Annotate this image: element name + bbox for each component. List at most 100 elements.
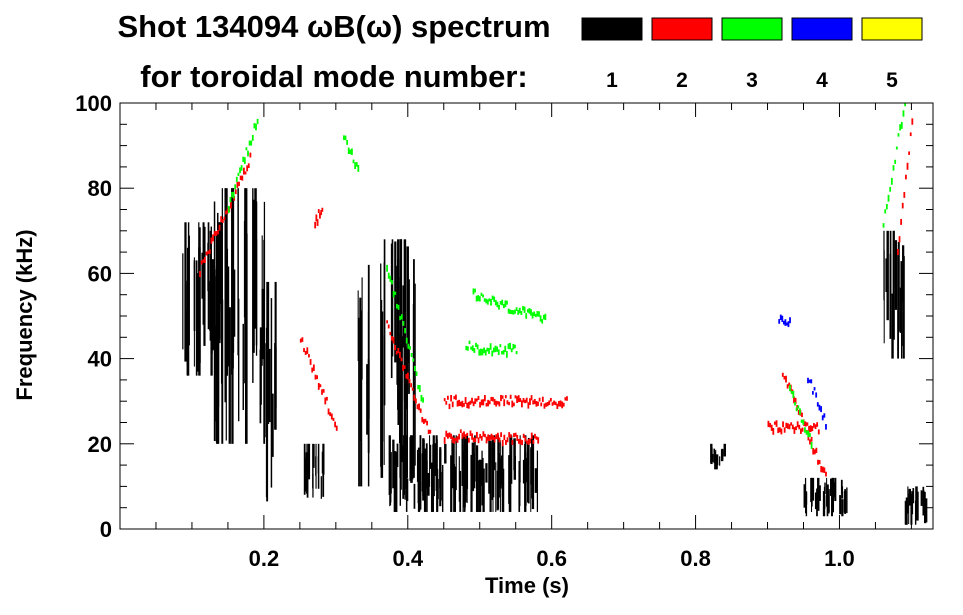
mode-1-stroke [392,439,395,489]
mode-2-streak [495,400,498,407]
mode-3-streak [894,159,897,164]
mode-3-streak [392,290,395,298]
mode-3-streak [410,353,413,358]
mode-3-streak [512,310,515,315]
mode-2-streak [529,398,531,405]
mode-1-stroke [510,435,513,484]
mode-2-streak [208,249,211,254]
mode-2-streak [455,437,457,442]
mode-2-streak [786,384,789,389]
mode-2-streak [551,402,554,406]
mode-3-streak [804,427,806,433]
mode-3-streak [884,209,887,214]
mode-2-streak [484,433,486,438]
mode-4-streak [816,402,819,407]
mode-1-stroke [231,293,233,364]
mode-3-streak [470,346,473,350]
mode-1-stroke [824,482,826,495]
mode-2-streak [225,210,227,215]
mode-2-streak [492,435,494,441]
mode-3-streak [892,165,895,171]
mode-3-streak [491,350,494,357]
mode-2-streak [239,175,242,180]
mode-1-stroke [320,476,322,499]
mode-2-streak [493,436,496,443]
mode-4-streak [813,387,816,391]
mode-1-stroke [844,489,847,514]
mode-3-streak [227,205,230,213]
mode-1-stroke [429,435,431,487]
mode-3-streak [897,133,900,137]
mode-1-stroke [816,488,818,517]
mode-2-streak [559,400,562,407]
mode-3-streak [496,301,499,308]
mode-3-streak [351,148,353,155]
mode-1-stroke [488,435,491,494]
mode-2-streak [898,236,901,243]
mode-3-streak [471,345,474,352]
mode-2-streak [498,437,501,443]
mode-1-stroke [893,230,895,287]
mode-1-stroke [417,447,420,512]
mode-1-stroke [536,450,539,512]
mode-1-stroke [246,233,248,444]
mode-1-stroke [237,188,239,356]
mode-2-streak [403,365,406,369]
mode-1-stroke [394,241,397,363]
mode-1-stroke [270,298,273,488]
mode-2-streak [234,189,237,195]
mode-1-stroke [359,321,361,487]
mode-1-stroke [263,201,266,343]
mode-2-streak [241,175,244,181]
mode-2-streak [814,424,817,430]
mode-1-stroke [393,450,396,512]
mode-3-streak [486,299,489,305]
mode-3-streak [422,397,424,403]
mode-2-streak [535,401,538,407]
mode-2-streak [402,365,404,371]
legend-label: 2 [676,69,688,92]
mode-2-streak [244,171,247,175]
mode-2-streak [411,387,414,391]
mode-2-streak [554,401,557,406]
mode-2-streak [218,224,221,231]
y-tick-label: 0 [100,517,112,542]
mode-2-streak [774,421,776,425]
mode-2-streak [901,202,904,209]
mode-1-stroke [421,453,424,492]
mode-1-stroke [833,482,836,498]
mode-2-streak [794,397,797,404]
mode-2-streak [545,402,547,407]
mode-2-streak [812,448,815,455]
mode-1-stroke [414,283,416,466]
mode-3-streak [504,300,507,308]
mode-2-streak [535,436,538,440]
mode-1-stroke [399,283,401,478]
mode-1-stroke [897,249,900,359]
mode-1-stroke [408,279,410,394]
mode-2-streak [825,471,827,477]
mode-2-streak [480,399,483,406]
mode-1-stroke [396,265,399,385]
mode-3-streak [501,351,503,355]
mode-4-streak [825,424,827,430]
mode-2-streak [450,433,453,440]
mode-2-streak [455,394,457,400]
mode-2-streak [538,397,541,402]
mode-1-stroke [303,443,306,495]
mode-1-stroke [908,488,912,506]
mode-1-stroke [810,477,813,513]
mode-4-streak [784,319,787,326]
mode-2-streak [445,401,448,405]
x-tick-label: 0.8 [680,546,711,571]
legend-label: 1 [606,69,618,92]
mode-1-stroke [357,290,359,361]
mode-2-streak [335,425,338,431]
mode-4-streak [820,406,822,413]
mode-2-streak [391,335,393,341]
mode-1-stroke [907,486,909,514]
mode-1-stroke [458,456,460,502]
mode-2-streak [406,372,409,380]
mode-3-streak [399,316,402,321]
mode-2-streak [243,167,245,175]
